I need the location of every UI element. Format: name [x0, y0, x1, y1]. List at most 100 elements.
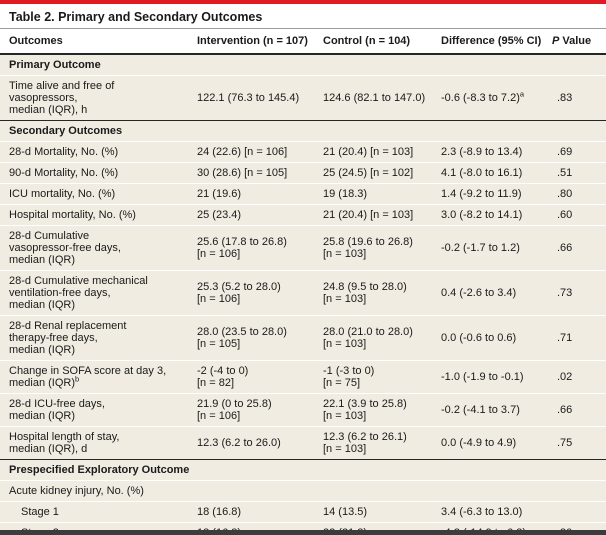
header-row: Outcomes Intervention (n = 107) Control … [0, 29, 606, 55]
cell-intervention: 18 (16.8) [188, 501, 314, 523]
table-row: Hospital length of stay, median (IQR), d… [0, 426, 606, 460]
cell-intervention: 25.6 (17.8 to 26.8) [n = 106] [188, 225, 314, 271]
cell-difference: 0.4 (-2.6 to 3.4) [432, 270, 548, 316]
cell-label: 90-d Mortality, No. (%) [0, 162, 188, 184]
cell-intervention: 28.0 (23.5 to 28.0) [n = 105] [188, 315, 314, 361]
table-row: Hospital mortality, No. (%) 25 (23.4) 21 (… [0, 204, 606, 226]
cell-p [548, 480, 606, 502]
cell-control: 124.6 (82.1 to 147.0) [314, 75, 432, 121]
table-container: Outcomes Intervention (n = 107) Control … [0, 29, 606, 530]
cell-label: Acute kidney injury, No. (%) [0, 480, 188, 502]
footnote-marker: b [75, 374, 80, 384]
cell-difference: 4.1 (-8.0 to 16.1) [432, 162, 548, 184]
cell-p: .80 [548, 183, 606, 205]
col-header-intervention: Intervention (n = 107) [188, 29, 314, 55]
section-row: Secondary Outcomes [0, 120, 606, 142]
cell-label: 28-d ICU-free days, median (IQR) [0, 393, 188, 427]
cell-difference: 2.3 (-8.9 to 13.4) [432, 141, 548, 163]
col-header-control: Control (n = 104) [314, 29, 432, 55]
cell-p: .83 [548, 75, 606, 121]
table-row: ICU mortality, No. (%) 21 (19.6) 19 (18.3)… [0, 183, 606, 205]
cell-control: 21 (20.4) [n = 103] [314, 204, 432, 226]
cell-difference: 3.4 (-6.3 to 13.0) [432, 501, 548, 523]
cell-difference: 3.0 (-8.2 to 14.1) [432, 204, 548, 226]
cell-control: 21 (20.4) [n = 103] [314, 141, 432, 163]
cell-control: 19 (18.3) [314, 183, 432, 205]
cell-p: .73 [548, 270, 606, 316]
cell-p: .66 [548, 393, 606, 427]
cell-label: Stage 2 [0, 522, 188, 530]
cell-control: 25.8 (19.6 to 26.8) [n = 103] [314, 225, 432, 271]
bottom-rule-bar [0, 530, 606, 535]
cell-difference: -4.3 (-14.9 to 6.2) [432, 522, 548, 530]
table-row: 28-d Cumulative vasopressor-free days, m… [0, 225, 606, 271]
table-title: Table 2. Primary and Secondary Outcomes [0, 4, 606, 29]
cell-control: 24.8 (9.5 to 28.0) [n = 103] [314, 270, 432, 316]
col-header-outcomes: Outcomes [0, 29, 188, 55]
table-row: Time alive and free of vasopressors, med… [0, 75, 606, 121]
cell-p: .02 [548, 360, 606, 394]
cell-intervention: 30 (28.6) [n = 105] [188, 162, 314, 184]
cell-p: .51 [548, 162, 606, 184]
cell-intervention: 25 (23.4) [188, 204, 314, 226]
cell-control: 25 (24.5) [n = 102] [314, 162, 432, 184]
cell-intervention: 18 (16.8) [188, 522, 314, 530]
table-body: Primary Outcome Time alive and free of va… [0, 53, 606, 530]
cell-difference: 1.4 (-9.2 to 11.9) [432, 183, 548, 205]
cell-p: .60 [548, 204, 606, 226]
cell-control: 14 (13.5) [314, 501, 432, 523]
cell-label: 28-d Renal replacement therapy-free days… [0, 315, 188, 361]
accent-top-bar [0, 0, 606, 4]
col-header-pvalue: P Value [548, 29, 606, 55]
table-row: 28-d Cumulative mechanical ventilation-f… [0, 270, 606, 316]
cell-control: 22.1 (3.9 to 25.8) [n = 103] [314, 393, 432, 427]
table-row: 28-d Renal replacement therapy-free days… [0, 315, 606, 361]
cell-control: -1 (-3 to 0) [n = 75] [314, 360, 432, 394]
table-row: Change in SOFA score at day 3, median (I… [0, 360, 606, 394]
cell-p: .66 [548, 225, 606, 271]
cell-label: Hospital mortality, No. (%) [0, 204, 188, 226]
section-row: Primary Outcome [0, 53, 606, 76]
cell-p: .80 [548, 522, 606, 530]
cell-control [314, 480, 432, 502]
table-row: 90-d Mortality, No. (%) 30 (28.6) [n = 10… [0, 162, 606, 184]
cell-p: .71 [548, 315, 606, 361]
footnote-marker: a [519, 89, 525, 99]
section-header: Prespecified Exploratory Outcome [0, 459, 606, 481]
outcomes-table: Outcomes Intervention (n = 107) Control … [0, 29, 606, 530]
section-header: Secondary Outcomes [0, 120, 606, 142]
cell-intervention: 21 (19.6) [188, 183, 314, 205]
col-header-difference: Difference (95% CI) [432, 29, 548, 55]
cell-difference: 0.0 (-4.9 to 4.9) [432, 426, 548, 460]
cell-control: 12.3 (6.2 to 26.1) [n = 103] [314, 426, 432, 460]
cell-label: 28-d Cumulative vasopressor-free days, m… [0, 225, 188, 271]
cell-p: .69 [548, 141, 606, 163]
cell-control: 22 (21.2) [314, 522, 432, 530]
table-row: 28-d ICU-free days, median (IQR) 21.9 (0 … [0, 393, 606, 427]
cell-intervention: 25.3 (5.2 to 28.0) [n = 106] [188, 270, 314, 316]
cell-intervention: 122.1 (76.3 to 145.4) [188, 75, 314, 121]
p-value-label-value: Value [562, 35, 592, 47]
p-value-label-p: P [552, 35, 560, 47]
cell-intervention: 24 (22.6) [n = 106] [188, 141, 314, 163]
table-header: Outcomes Intervention (n = 107) Control … [0, 29, 606, 55]
cell-difference: -0.6 (-8.3 to 7.2)a [432, 75, 548, 121]
cell-intervention: -2 (-4 to 0) [n = 82] [188, 360, 314, 394]
cell-p [548, 501, 606, 523]
section-header: Primary Outcome [0, 53, 606, 76]
cell-intervention: 21.9 (0 to 25.8) [n = 106] [188, 393, 314, 427]
cell-difference: -1.0 (-1.9 to -0.1) [432, 360, 548, 394]
cell-label: Hospital length of stay, median (IQR), d [0, 426, 188, 460]
cell-difference: -0.2 (-1.7 to 1.2) [432, 225, 548, 271]
table-row: Stage 1 18 (16.8) 14 (13.5) 3.4 (-6.3 to 13… [0, 501, 606, 523]
cell-control: 28.0 (21.0 to 28.0) [n = 103] [314, 315, 432, 361]
cell-intervention: 12.3 (6.2 to 26.0) [188, 426, 314, 460]
cell-difference [432, 480, 548, 502]
cell-label: Time alive and free of vasopressors, med… [0, 75, 188, 121]
cell-difference: -0.2 (-4.1 to 3.7) [432, 393, 548, 427]
cell-label: 28-d Cumulative mechanical ventilation-f… [0, 270, 188, 316]
cell-p: .75 [548, 426, 606, 460]
cell-label: Change in SOFA score at day 3, median (I… [0, 360, 188, 394]
cell-label: Stage 1 [0, 501, 188, 523]
